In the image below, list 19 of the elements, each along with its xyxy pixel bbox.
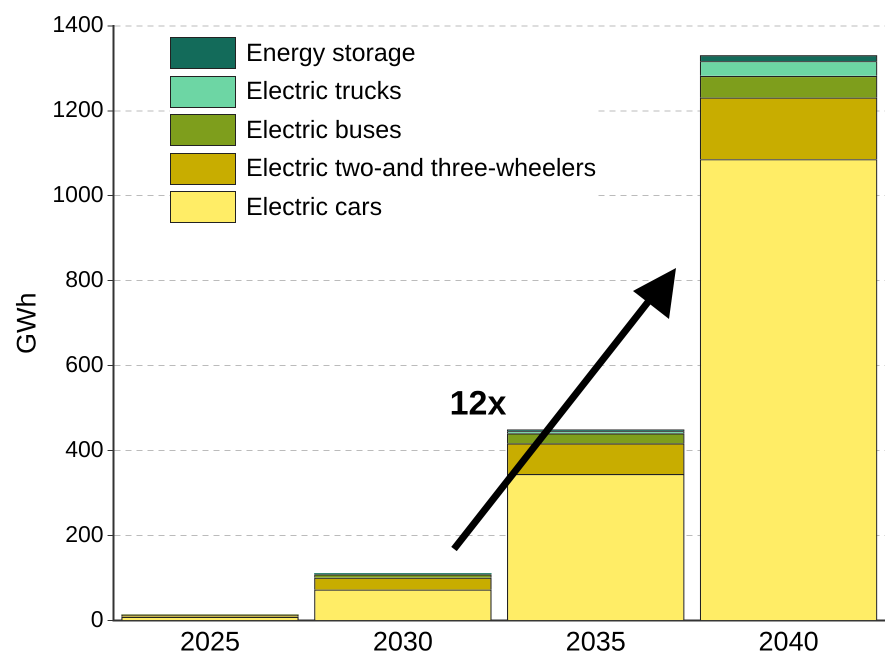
y-tick-label: 200 <box>65 520 104 547</box>
legend-label: Energy storage <box>246 38 416 68</box>
y-tick-label: 1200 <box>52 96 104 122</box>
legend-label: Electric cars <box>246 192 382 222</box>
y-tick-label: 800 <box>65 266 104 292</box>
y-tick-label: 400 <box>65 436 104 462</box>
legend-label: Electric buses <box>246 116 402 145</box>
annotation: 12x <box>450 384 506 422</box>
x-tick-label: 2025 <box>180 626 240 656</box>
x-tick-label: 2030 <box>372 626 433 656</box>
legend-label: Electric two-and three-wheelers <box>246 154 596 184</box>
x-tick-label: 2040 <box>758 626 819 656</box>
legend-label: Electric trucks <box>246 77 402 106</box>
y-axis-title: GWh <box>12 292 42 354</box>
x-tick-label: 2035 <box>566 626 626 656</box>
y-tick-label: 1000 <box>52 181 104 208</box>
y-tick-label: 1400 <box>52 11 104 38</box>
y-tick-label: 600 <box>65 351 104 378</box>
y-tick-label: 0 <box>90 606 104 632</box>
